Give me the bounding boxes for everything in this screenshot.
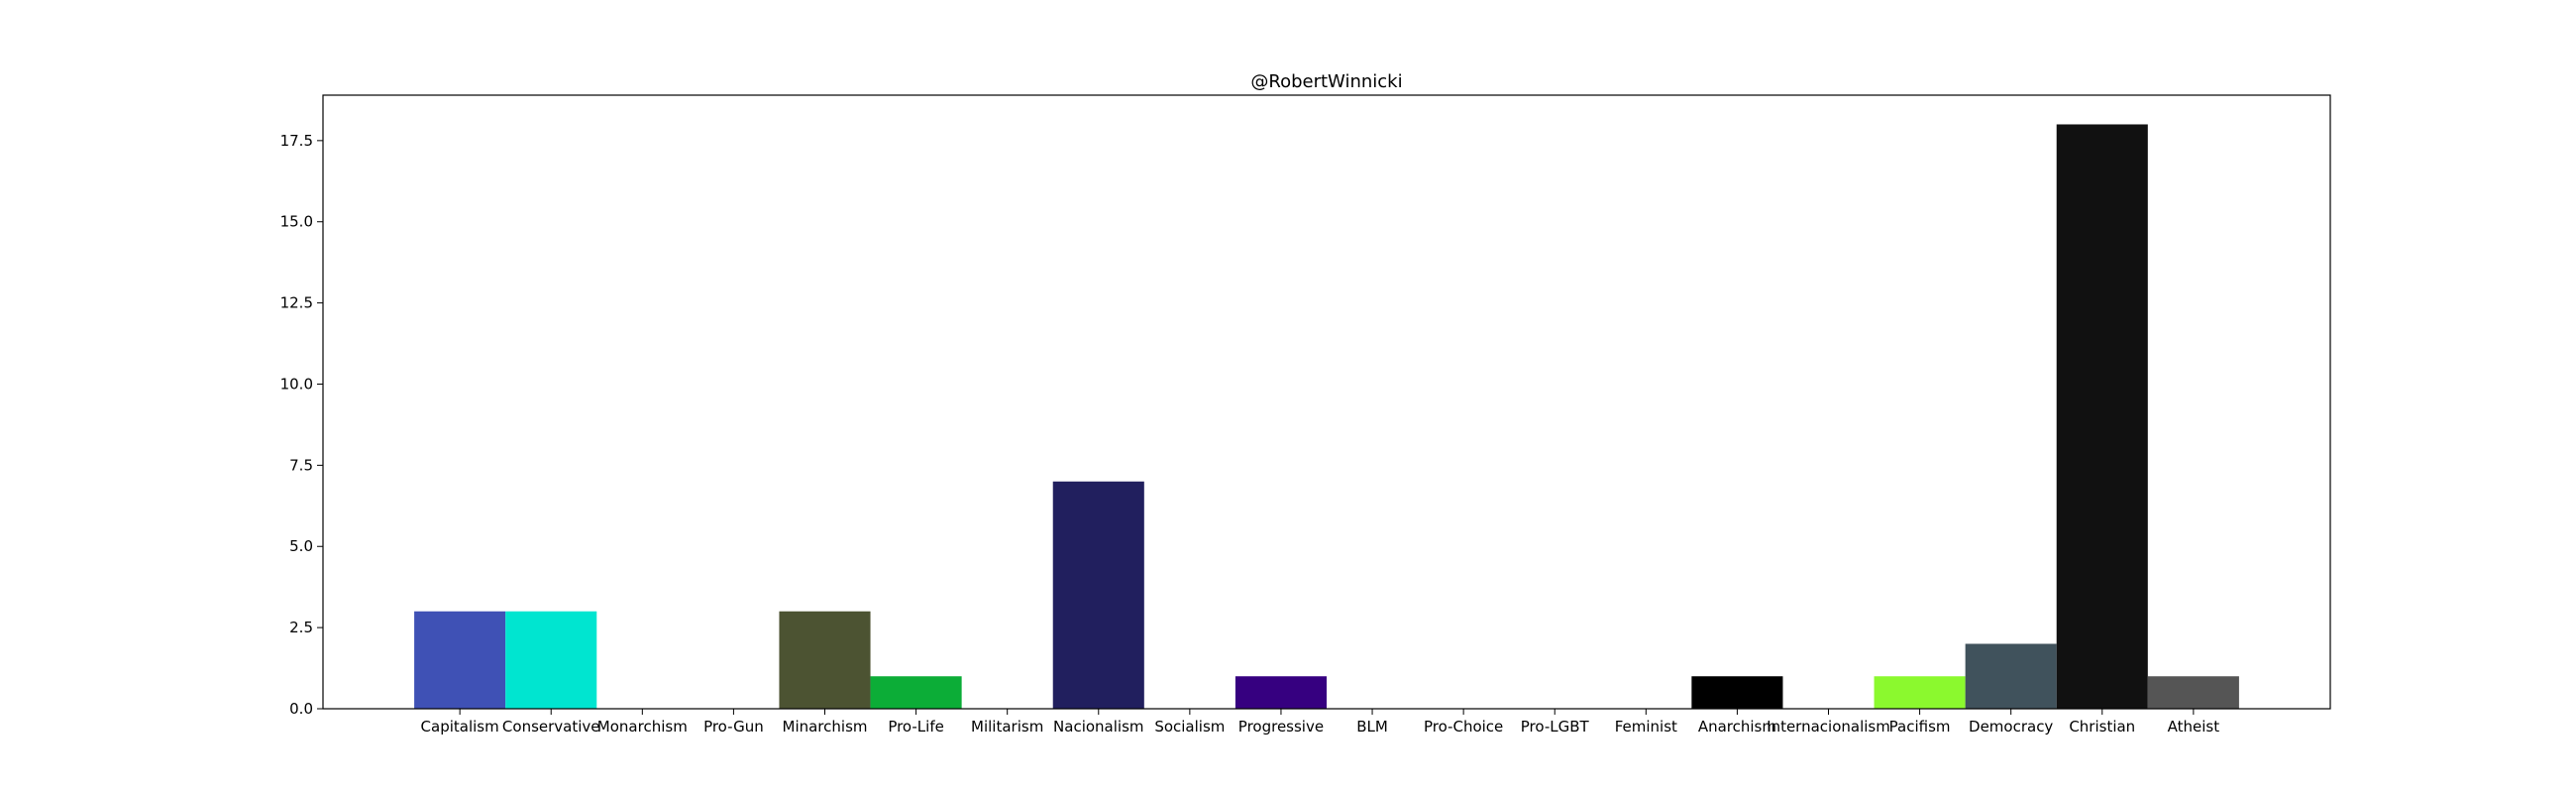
x-tick-label: Progressive xyxy=(1238,718,1324,736)
x-tick-label: BLM xyxy=(1356,718,1388,736)
x-tick-label: Conservative xyxy=(502,718,600,736)
y-tick-label: 2.5 xyxy=(289,619,313,636)
y-tick-label: 17.5 xyxy=(280,132,313,150)
y-tick-label: 15.0 xyxy=(280,213,313,231)
x-tick-label: Pro-Choice xyxy=(1424,718,1503,736)
x-tick-label: Pro-LGBT xyxy=(1521,718,1590,736)
x-tick-label: Socialism xyxy=(1154,718,1225,736)
bar-pacifism xyxy=(1874,676,1966,709)
bar-conservative xyxy=(505,611,597,709)
bar-capitalism xyxy=(414,611,506,709)
x-tick-label: Pacifism xyxy=(1889,718,1951,736)
bar-anarchism xyxy=(1691,676,1783,709)
x-tick-label: Monarchism xyxy=(597,718,688,736)
bar-pro-life xyxy=(870,676,962,709)
plot-frame xyxy=(322,94,2331,710)
chart-title: @RobertWinnicki xyxy=(1250,71,1402,92)
bar-atheist xyxy=(2147,676,2239,709)
bar-progressive xyxy=(1234,676,1327,709)
x-tick-label: Minarchism xyxy=(783,718,868,736)
y-tick-label: 7.5 xyxy=(289,456,313,474)
x-tick-label: Feminist xyxy=(1615,718,1677,736)
y-axis: 0.0 2.5 5.0 7.5 10.0 12.5 15.0 17.5 xyxy=(280,132,323,718)
x-tick-label: Militarism xyxy=(971,718,1043,736)
bar-minarchism xyxy=(779,611,871,709)
y-tick-label: 5.0 xyxy=(289,537,313,555)
y-tick-label: 0.0 xyxy=(289,700,313,718)
bar-christian xyxy=(2056,124,2148,709)
y-tick-label: 12.5 xyxy=(280,294,313,312)
x-tick-label: Nacionalism xyxy=(1053,718,1143,736)
x-tick-label: Democracy xyxy=(1969,718,2053,736)
y-tick-label: 10.0 xyxy=(280,375,313,393)
x-tick-label: Atheist xyxy=(2168,718,2220,736)
x-tick-label: Anarchism xyxy=(1698,718,1776,736)
x-tick-label: Internacionalism xyxy=(1767,718,1890,736)
x-tick-label: Pro-Gun xyxy=(703,718,764,736)
x-tick-label: Capitalism xyxy=(421,718,499,736)
bar-nacionalism xyxy=(1052,481,1144,709)
x-tick-label: Christian xyxy=(2069,718,2135,736)
bar-democracy xyxy=(1965,643,2057,709)
bars-group xyxy=(414,124,2239,709)
x-tick-label: Pro-Life xyxy=(888,718,944,736)
